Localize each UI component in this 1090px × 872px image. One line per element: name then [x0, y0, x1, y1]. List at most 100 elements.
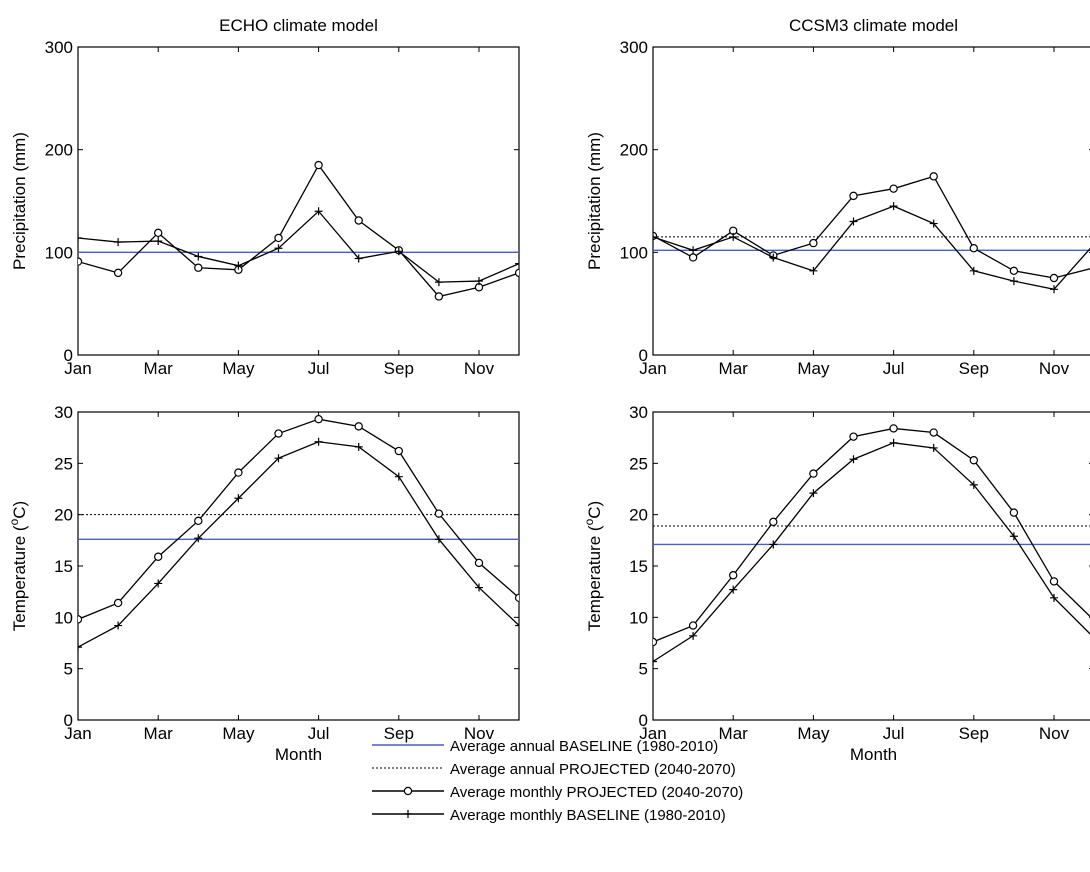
data-point-baseline: [434, 278, 443, 287]
y-tick-label: 200: [620, 141, 648, 160]
legend-marker-circle: [403, 786, 413, 796]
data-point-baseline: [689, 631, 698, 640]
y-tick-label: 30: [629, 403, 648, 422]
series-line-baseline-monthly: [653, 442, 1090, 663]
data-point-baseline: [78, 233, 82, 242]
data-point-projected: [314, 160, 323, 170]
plot-frame: [652, 46, 1090, 356]
data-point-baseline: [809, 489, 818, 498]
data-point-baseline: [475, 583, 483, 592]
data-point-projected: [969, 456, 979, 465]
y-tick-label: 15: [54, 557, 73, 576]
x-tick-label: Nov: [464, 724, 495, 743]
data-point-baseline: [969, 480, 978, 489]
x-tick-label: Nov: [464, 359, 495, 378]
data-point-projected: [113, 268, 123, 278]
data-point-projected: [889, 424, 898, 433]
data-point-baseline: [849, 217, 858, 226]
series-line-baseline-monthly: [78, 210, 519, 283]
data-point-projected: [1049, 273, 1059, 283]
x-tick-label: May: [222, 724, 255, 743]
y-axis-label: Precipitation (mm): [585, 132, 604, 270]
y-axis-label-part: Temperature (: [585, 525, 604, 631]
chart-title: CCSM3 climate model: [789, 16, 958, 35]
data-point-baseline: [515, 259, 519, 268]
data-point-baseline: [354, 254, 363, 263]
data-point-baseline: [653, 232, 657, 241]
legend: Average annual BASELINE (1980-2010) Avera…: [372, 738, 743, 824]
x-tick-label: Nov: [1039, 359, 1070, 378]
x-tick-label: Sep: [384, 359, 414, 378]
x-tick-label: Mar: [144, 724, 174, 743]
x-tick-label: Jul: [883, 359, 905, 378]
y-tick-label: 100: [45, 243, 73, 262]
plot-area: [653, 172, 1090, 294]
data-point-projected: [889, 184, 898, 193]
x-tick-label: Jan: [64, 359, 91, 378]
data-point-projected: [354, 422, 363, 431]
y-tick-label: 0: [64, 346, 73, 365]
data-point-baseline: [434, 535, 443, 544]
data-point-baseline: [653, 657, 657, 666]
x-tick-label: Sep: [384, 724, 414, 743]
data-point-projected: [969, 244, 979, 253]
data-point-projected: [314, 414, 323, 424]
data-point-projected: [194, 516, 203, 526]
legend-label: Average monthly PROJECTED (2040-2070): [450, 784, 743, 801]
data-point-baseline: [274, 454, 283, 463]
y-tick-label: 15: [629, 557, 648, 576]
data-point-baseline: [78, 643, 82, 652]
series-line-projected-monthly: [653, 427, 1090, 643]
data-point-projected: [729, 571, 738, 580]
data-point-baseline: [234, 261, 243, 270]
plot-frame: [652, 411, 1090, 721]
y-tick-label: 200: [45, 141, 73, 160]
data-point-projected: [153, 552, 163, 561]
x-tick-label: Mar: [144, 359, 174, 378]
data-point-baseline: [314, 207, 323, 216]
data-point-baseline: [889, 202, 898, 211]
data-point-projected: [153, 228, 163, 238]
x-tick-label: Jan: [639, 724, 666, 743]
y-tick-label: 20: [54, 506, 73, 525]
y-tick-label: 0: [639, 346, 648, 365]
y-tick-label: 10: [629, 608, 648, 627]
y-tick-label: 5: [639, 660, 648, 679]
x-tick-label: Jul: [308, 359, 330, 378]
data-point-projected: [474, 558, 484, 568]
data-point-baseline: [689, 246, 698, 255]
y-axis-label-part: C): [10, 501, 29, 519]
data-point-baseline: [1050, 285, 1058, 294]
y-axis-label: Temperature (oC): [582, 501, 604, 631]
x-tick-label: Sep: [959, 359, 989, 378]
data-point-baseline: [929, 219, 938, 228]
x-tick-label: Mar: [719, 359, 749, 378]
y-axis-label: Precipitation (mm): [10, 132, 29, 270]
y-axis-label-part: C): [585, 501, 604, 519]
series-line-baseline-monthly: [78, 441, 519, 648]
x-tick-label: May: [797, 724, 830, 743]
x-axis-label: Month: [850, 745, 897, 764]
data-point-baseline: [394, 247, 403, 256]
y-tick-label: 10: [54, 608, 73, 627]
legend-label: Average annual BASELINE (1980-2010): [450, 738, 718, 755]
series-line-baseline-monthly: [653, 205, 1090, 291]
data-point-projected: [1009, 508, 1019, 517]
y-tick-label: 300: [45, 38, 73, 57]
data-point-projected: [514, 593, 519, 603]
y-tick-label: 25: [54, 454, 73, 473]
data-point-baseline: [729, 585, 738, 594]
plot-frame: [77, 46, 520, 356]
chart-panel-1: ECHO climate model 0 100 200 300 Jan Mar May Jul…: [10, 16, 520, 378]
data-point-projected: [234, 468, 243, 477]
y-tick-label: 0: [64, 711, 73, 730]
plot-area: [78, 414, 519, 652]
data-point-baseline: [194, 252, 203, 261]
data-point-baseline: [194, 534, 203, 543]
x-tick-label: Jul: [883, 724, 905, 743]
data-point-projected: [1009, 266, 1019, 276]
chart-panel-2: CCSM3 climate model 0 100 200 300 Jan Mar May Ju…: [585, 16, 1090, 378]
y-axis-label-sup: o: [7, 518, 21, 525]
